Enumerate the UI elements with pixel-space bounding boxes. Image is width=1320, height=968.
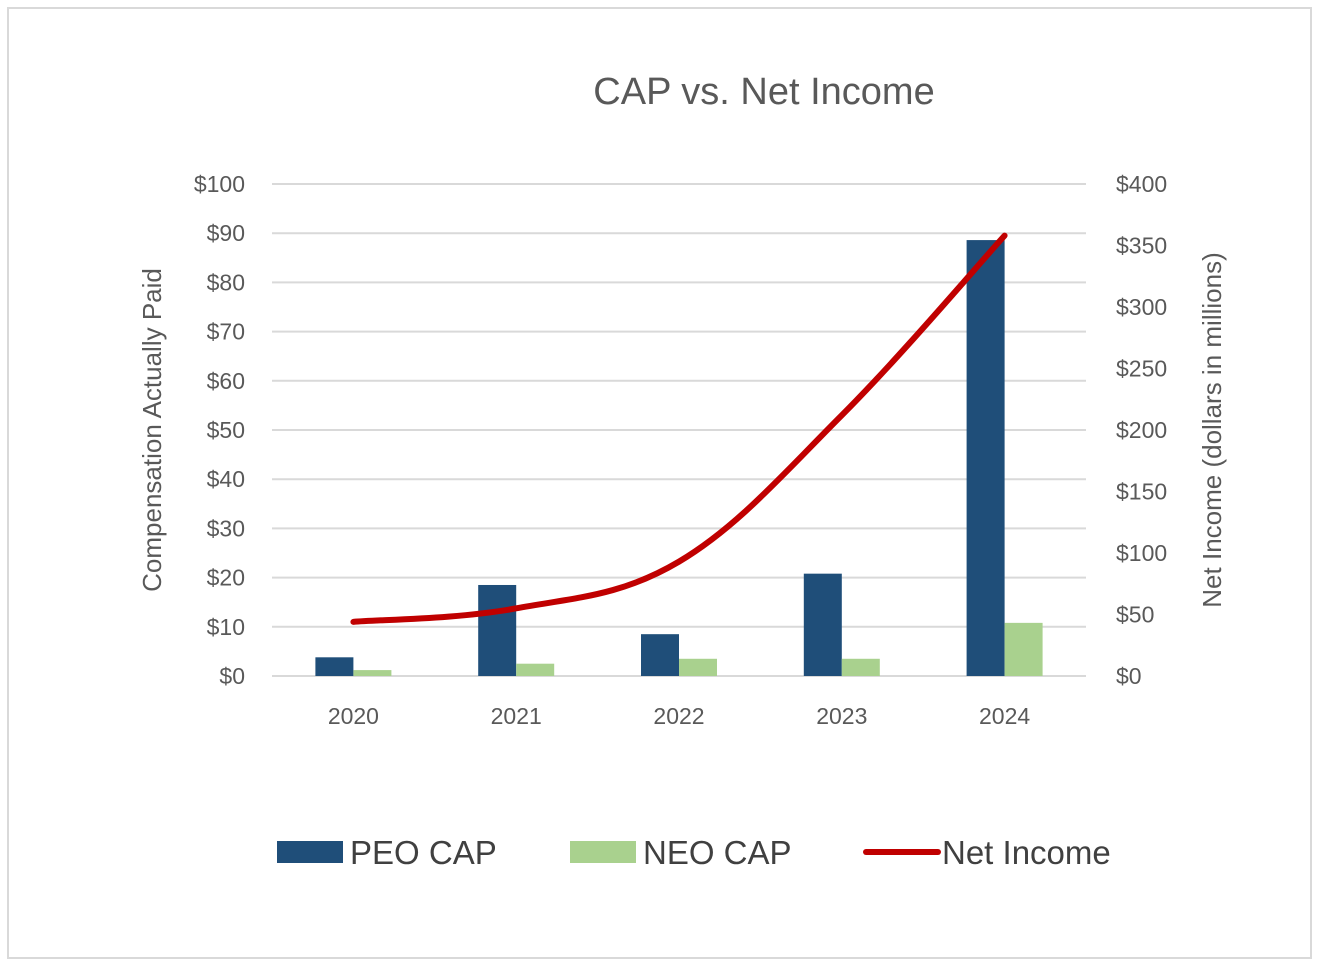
legend-item-net-income: Net Income [863,834,1111,871]
peo-cap-bar-2022 [641,634,679,676]
peo-cap-bar-2023 [803,573,842,676]
right-tick-label: $350 [1116,233,1167,259]
right-axis-ticks: $0 $50 $100 $150 $200 $250 $300 $350 $400 [1116,171,1167,689]
right-axis-title: Net Income (dollars in millions) [1197,252,1227,607]
right-tick-label: $200 [1116,417,1167,443]
x-tick-label: 2024 [979,703,1030,729]
left-axis-title: Compensation Actually Paid [137,268,167,592]
legend: PEO CAP NEO CAP Net Income [277,834,1111,871]
neo-cap-bar-2021 [516,663,555,676]
left-tick-label: $10 [207,614,245,640]
left-tick-label: $20 [207,565,245,591]
peo-cap-bar-2024 [966,240,1005,676]
x-axis-ticks: 2020 2021 2022 2023 2024 [328,703,1031,729]
left-axis-ticks: $0 $10 $20 $30 $40 $50 $60 $70 $80 $90 $100 [194,171,245,689]
left-tick-label: $70 [207,319,245,345]
x-tick-label: 2022 [653,703,704,729]
chart-frame [7,7,1312,959]
legend-item-neo-cap: NEO CAP [570,834,792,871]
legend-label: Net Income [942,834,1111,871]
left-tick-label: $100 [194,171,245,197]
legend-item-peo-cap: PEO CAP [277,834,497,871]
left-tick-label: $60 [207,368,245,394]
right-tick-label: $150 [1116,479,1167,505]
neo-cap-bar-2022 [679,658,717,676]
right-tick-label: $50 [1116,602,1154,628]
neo-cap-bar-2020 [353,670,392,676]
left-tick-label: $0 [219,663,245,689]
right-tick-label: $250 [1116,356,1167,382]
neo-cap-bar-2023 [841,658,880,676]
bars [315,240,1043,676]
peo-cap-bar-2020 [315,657,354,676]
legend-label: NEO CAP [643,834,792,871]
x-tick-label: 2021 [491,703,542,729]
left-tick-label: $80 [207,269,245,295]
neo-cap-bar-2024 [1004,622,1043,676]
left-tick-label: $30 [207,515,245,541]
peo-cap-bar-2021 [478,584,517,676]
x-tick-label: 2023 [816,703,867,729]
x-tick-label: 2020 [328,703,379,729]
left-tick-label: $50 [207,417,245,443]
left-tick-label: $40 [207,466,245,492]
right-tick-label: $100 [1116,540,1167,566]
gridlines [272,183,1086,677]
right-tick-label: $0 [1116,663,1142,689]
left-tick-label: $90 [207,220,245,246]
chart-title: CAP vs. Net Income [593,71,934,113]
right-tick-label: $300 [1116,294,1167,320]
legend-label: PEO CAP [350,834,497,871]
legend-swatch [570,841,636,863]
legend-swatch [277,841,343,863]
net-income-line [350,232,1008,625]
net-income-line-layer [350,232,1008,625]
right-tick-label: $400 [1116,171,1167,197]
